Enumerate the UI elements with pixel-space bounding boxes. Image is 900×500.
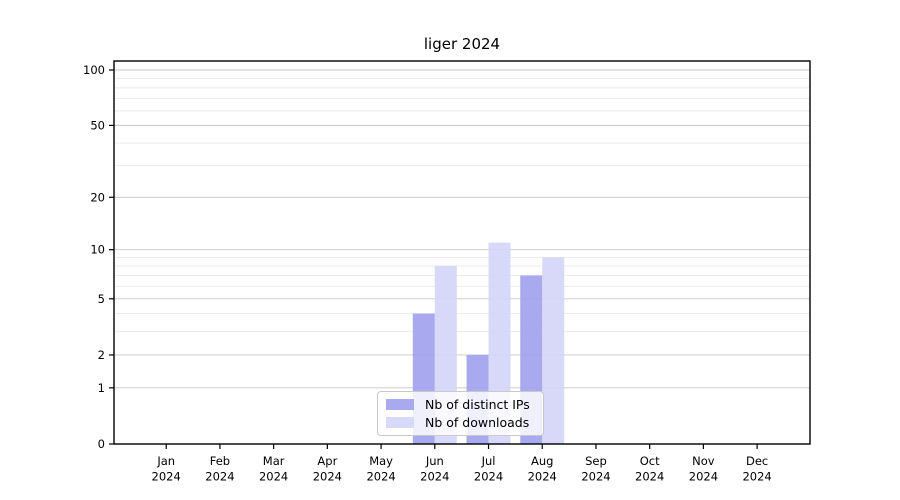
minor-gridlines: [114, 77, 810, 333]
x-tick-label-month: Dec: [746, 454, 768, 468]
legend-item-distinct-ips: Nb of distinct IPs: [386, 397, 535, 412]
x-tick-label-month: Oct: [640, 454, 660, 468]
y-tick-label: 100: [83, 63, 105, 77]
x-tick-label-year: 2024: [528, 470, 557, 484]
x-tick-label-month: Jul: [481, 454, 496, 468]
x-tick-label-year: 2024: [581, 470, 610, 484]
chart-title: liger 2024: [423, 35, 501, 53]
x-tick-label-year: 2024: [313, 470, 342, 484]
x-tick-label-month: Jan: [156, 454, 175, 468]
y-tick-label: 5: [98, 292, 105, 306]
y-tick-label: 1: [98, 381, 105, 395]
x-tick-label-month: Nov: [692, 454, 715, 468]
x-tick-label-month: Apr: [317, 454, 337, 468]
x-tick-label-year: 2024: [474, 470, 503, 484]
y-tick-label: 50: [90, 118, 105, 132]
y-tick-label: 20: [90, 190, 105, 204]
x-tick-label-month: Mar: [263, 454, 285, 468]
x-tick-label-month: Feb: [210, 454, 230, 468]
x-tick-label-year: 2024: [366, 470, 395, 484]
x-tick-label-year: 2024: [689, 470, 718, 484]
x-axis: Jan 2024 Feb 2024 Mar 2024 Apr 2024 May 2024 Jun 20…: [152, 444, 772, 484]
x-tick-label-year: 2024: [742, 470, 771, 484]
major-gridlines: [114, 69, 810, 389]
x-tick-label-year: 2024: [420, 470, 449, 484]
y-axis: 0 1 2 5 10 20 50 100: [83, 63, 114, 451]
x-tick-label-month: Jun: [425, 454, 444, 468]
x-tick-label-year: 2024: [259, 470, 288, 484]
x-tick-label-year: 2024: [205, 470, 234, 484]
plot-spines: [113, 60, 811, 445]
y-tick-label: 2: [98, 348, 105, 362]
x-tick-label-month: Sep: [585, 454, 607, 468]
x-tick-label-year: 2024: [152, 470, 181, 484]
legend-swatch-downloads: [386, 416, 414, 428]
x-tick-label-month: May: [369, 454, 393, 468]
x-tick-label-month: Aug: [531, 454, 553, 468]
legend-label-downloads: Nb of downloads: [425, 414, 530, 430]
bar-aug-downloads: [542, 257, 565, 444]
y-tick-label: 10: [90, 243, 105, 257]
x-tick-label-year: 2024: [635, 470, 664, 484]
legend-item-downloads: Nb of downloads: [386, 415, 535, 430]
legend-swatch-distinct-ips: [386, 399, 414, 411]
legend: Nb of distinct IPs Nb of downloads: [377, 391, 544, 436]
y-tick-label: 0: [98, 437, 105, 451]
legend-label-distinct-ips: Nb of distinct IPs: [425, 397, 530, 413]
